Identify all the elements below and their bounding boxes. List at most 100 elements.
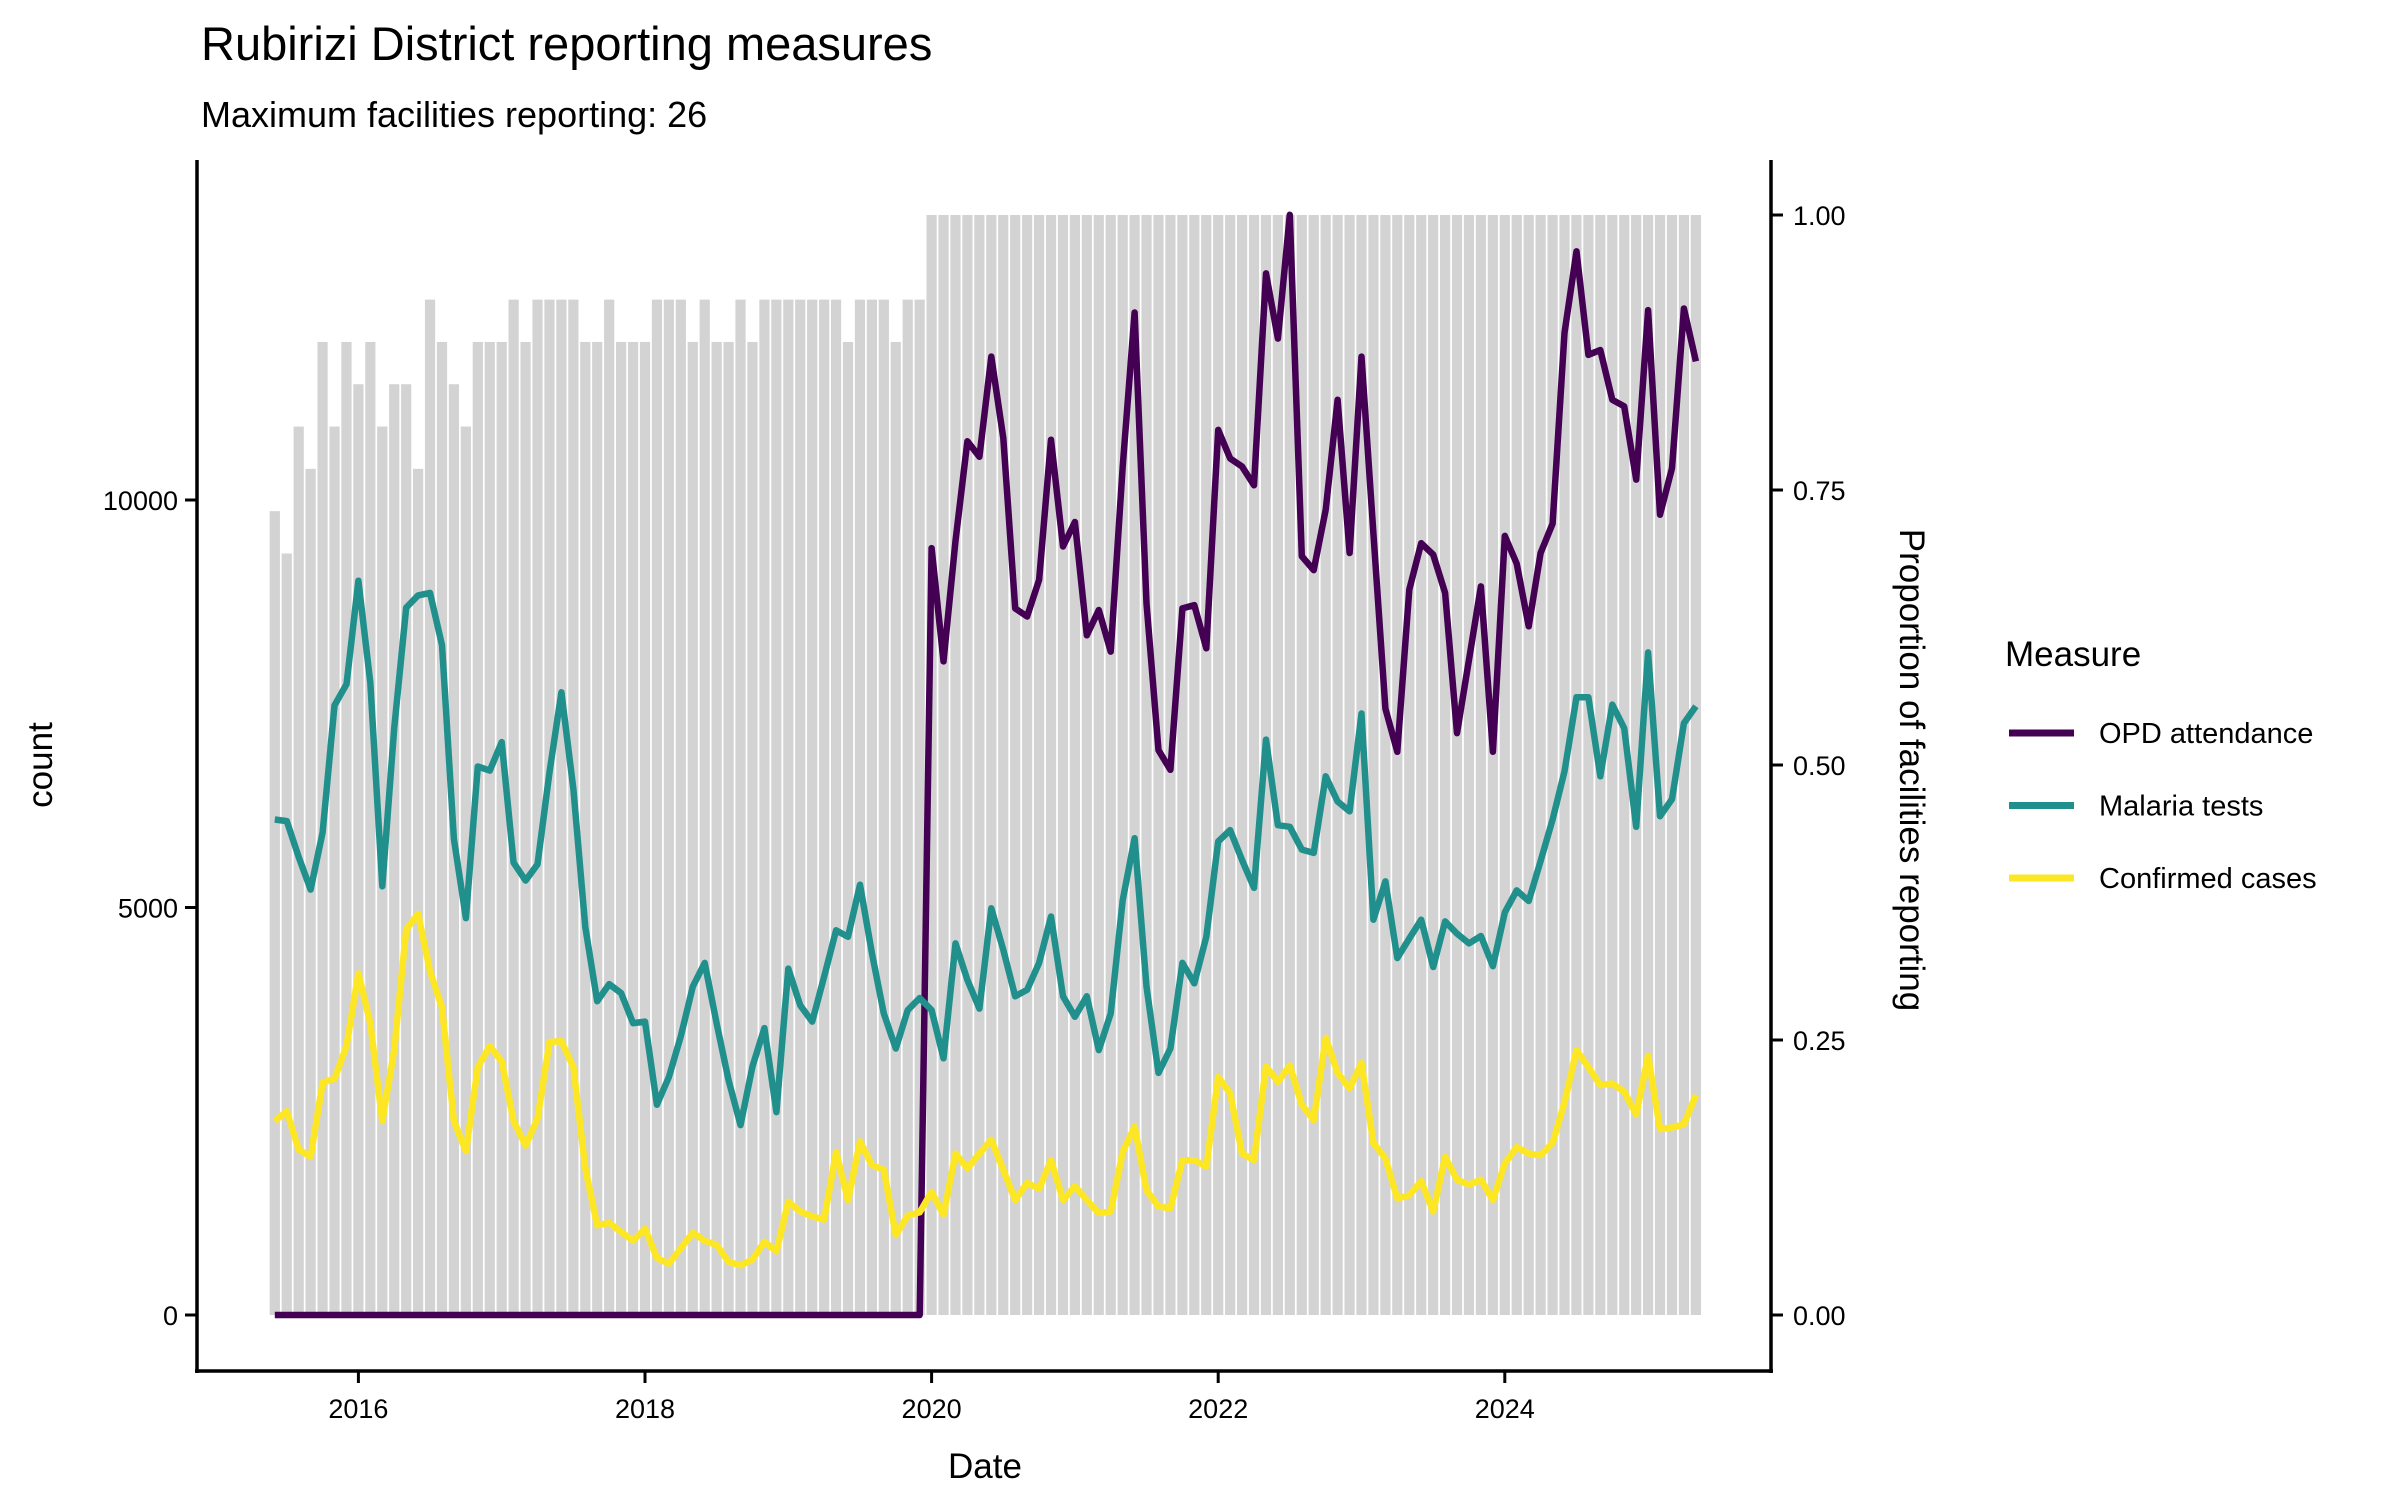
facility-bar (1643, 215, 1654, 1315)
series-lines (272, 211, 1700, 1319)
y-tick-label: 0 (163, 1301, 178, 1331)
facility-bar (1666, 215, 1678, 1315)
facility-bar (771, 299, 782, 1315)
facility-bar (902, 299, 913, 1315)
facility-bar (1654, 215, 1666, 1315)
x-tick-label: 2018 (615, 1394, 675, 1424)
facility-bar (1057, 215, 1069, 1315)
facility-bar (460, 426, 471, 1315)
y-axis-right-ticks: 0.00 0.25 0.50 0.75 1.00 (1771, 201, 1846, 1331)
facility-bar (1368, 215, 1379, 1315)
facility-bar (1416, 215, 1427, 1315)
facility-bar (1296, 215, 1307, 1315)
x-axis-ticks: 2016 2018 2020 2022 2024 (328, 1371, 1535, 1424)
facility-bar (819, 299, 830, 1315)
y-axis-title: count (21, 722, 60, 808)
facility-bar (496, 341, 507, 1315)
facility-bar (472, 341, 483, 1315)
facility-bar (1236, 215, 1248, 1315)
facility-bar (1499, 215, 1510, 1315)
y-right-tick-label: 0.25 (1793, 1026, 1846, 1056)
facility-bar (616, 341, 627, 1315)
facility-bar (962, 215, 973, 1315)
facility-bar (1248, 215, 1260, 1315)
y-tick-label: 10000 (103, 486, 178, 516)
facility-bar (974, 215, 985, 1315)
facility-bar (1141, 215, 1152, 1315)
facility-bar (1201, 215, 1212, 1315)
facility-bar (353, 384, 364, 1316)
legend-label: Malaria tests (2099, 791, 2263, 823)
facility-bar (1607, 215, 1618, 1315)
facility-bar (1511, 215, 1522, 1315)
facility-bar (1177, 215, 1188, 1315)
facility-bar (1535, 215, 1546, 1315)
facility-bar (627, 341, 639, 1315)
facility-bar (890, 341, 901, 1315)
facility-bar (1583, 215, 1594, 1315)
facility-bar (1189, 215, 1200, 1315)
facility-bar (1105, 215, 1116, 1315)
x-axis-title: Date (948, 1447, 1022, 1486)
facility-bar (580, 341, 591, 1315)
facility-bar (341, 341, 352, 1315)
legend: Measure OPD attendance Malaria tests Confi… (2005, 635, 2317, 895)
y-right-tick-label: 0.50 (1793, 751, 1846, 781)
x-tick-label: 2024 (1475, 1394, 1535, 1424)
facility-bar (759, 299, 770, 1315)
facility-bar (1451, 215, 1463, 1315)
facility-bar (1547, 215, 1558, 1315)
facility-bar (783, 299, 794, 1315)
facility-bar (1117, 215, 1128, 1315)
facility-bar (556, 299, 567, 1315)
facility-bar (1045, 215, 1057, 1315)
facility-bar (604, 299, 615, 1315)
facility-bar (592, 341, 603, 1315)
facility-bar (830, 299, 842, 1315)
facility-bar (293, 426, 304, 1315)
facility-bar (532, 299, 543, 1315)
y-tick-label: 5000 (118, 894, 178, 924)
series-line-opd-attendance (274, 211, 1700, 1319)
facility-bar (1344, 215, 1355, 1315)
facility-bar (1678, 215, 1690, 1315)
legend-label: Confirmed cases (2099, 863, 2317, 895)
facility-bar (1392, 215, 1403, 1315)
facility-bar (1153, 215, 1164, 1315)
facility-bar (1475, 215, 1487, 1315)
facility-bar (1619, 215, 1630, 1315)
facility-bar (1571, 215, 1582, 1315)
facility-bar (1081, 215, 1092, 1315)
facility-bar (1631, 215, 1642, 1315)
facility-bar (1010, 215, 1021, 1315)
chart-title: Rubirizi District reporting measures (201, 17, 932, 70)
facility-bar (998, 215, 1009, 1315)
facility-bar (544, 299, 555, 1315)
facility-bar (1487, 215, 1498, 1315)
facility-bar (842, 341, 854, 1315)
facility-bar (1093, 215, 1104, 1315)
y-right-tick-label: 0.75 (1793, 476, 1846, 506)
facility-bar (723, 341, 734, 1315)
facility-bar (365, 341, 376, 1315)
facility-bar (1428, 215, 1439, 1315)
facility-bar (687, 341, 698, 1315)
facility-bar (484, 341, 495, 1315)
facility-bar (413, 468, 424, 1316)
legend-title: Measure (2005, 635, 2141, 674)
series-line-confirmed-cases (272, 910, 1699, 1269)
chart-subtitle: Maximum facilities reporting: 26 (201, 94, 707, 135)
facility-bar (1069, 215, 1080, 1315)
facility-bar (520, 341, 531, 1315)
facility-bar (1225, 215, 1236, 1315)
facility-bar (1033, 215, 1045, 1315)
y-right-tick-label: 1.00 (1793, 201, 1846, 231)
facility-bar (1022, 215, 1033, 1315)
facility-bar (281, 553, 292, 1315)
facility-bar (866, 299, 877, 1315)
facility-bar (663, 299, 674, 1315)
facility-bar (436, 341, 448, 1315)
x-tick-label: 2016 (328, 1394, 388, 1424)
y-right-tick-label: 0.00 (1793, 1301, 1846, 1331)
